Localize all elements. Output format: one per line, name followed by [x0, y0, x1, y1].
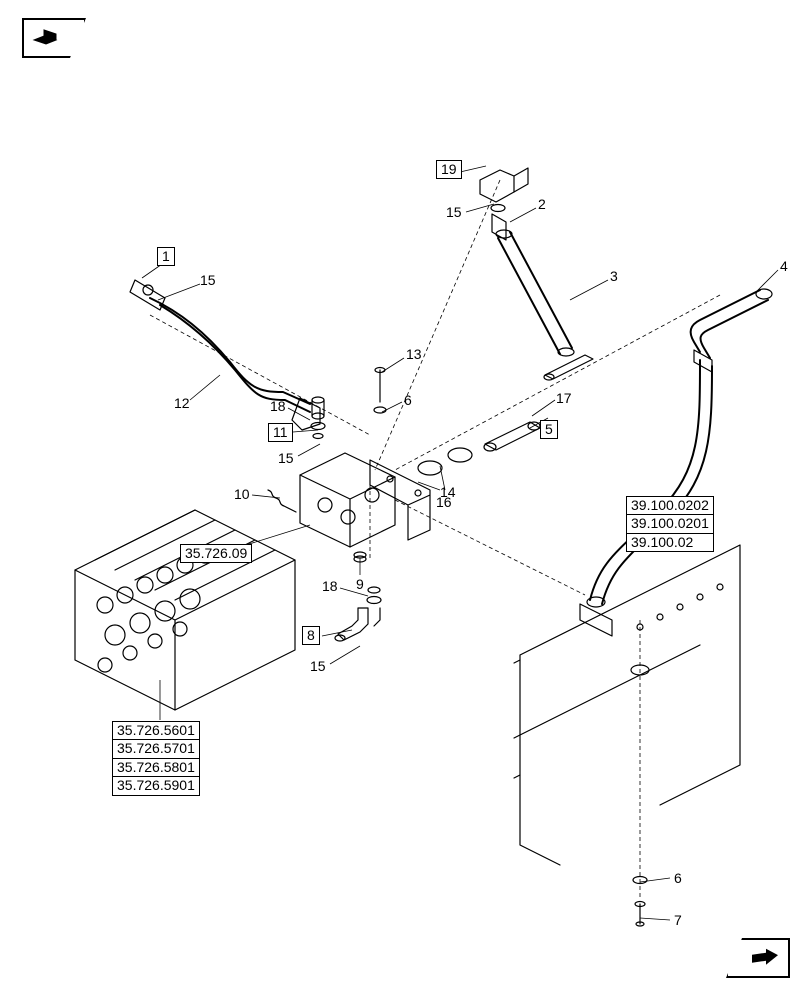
ref-item: 35.726.5601 — [112, 721, 200, 740]
ref-35-726-09: 35.726.09 — [180, 544, 252, 563]
callout-19: 19 — [436, 160, 462, 179]
callout-15: 15 — [310, 658, 326, 674]
corner-badge-bottom-right — [726, 938, 790, 978]
callout-8: 8 — [302, 626, 320, 645]
callout-9: 9 — [356, 576, 364, 592]
callout-6: 6 — [404, 392, 412, 408]
ref-stack-right: 39.100.0202 39.100.0201 39.100.02 — [626, 497, 714, 552]
callout-4: 4 — [780, 258, 788, 274]
callout-16: 16 — [436, 494, 452, 510]
callout-11: 11 — [268, 423, 293, 442]
callout-6: 6 — [674, 870, 682, 886]
callout-13: 13 — [406, 346, 422, 362]
ref-stack-left: 35.726.5601 35.726.5701 35.726.5801 35.7… — [112, 722, 200, 796]
callout-12: 12 — [174, 395, 190, 411]
ref-item: 35.726.5801 — [112, 758, 200, 777]
callout-17: 17 — [556, 390, 572, 406]
callout-15: 15 — [278, 450, 294, 466]
callout-3: 3 — [610, 268, 618, 284]
callout-2: 2 — [538, 196, 546, 212]
corner-badge-top-left — [22, 18, 86, 58]
ref-item: 39.100.0202 — [626, 496, 714, 515]
ref-item: 39.100.0201 — [626, 514, 714, 533]
callout-18: 18 — [322, 578, 338, 594]
ref-item: 39.100.02 — [626, 533, 714, 552]
callout-10: 10 — [234, 486, 250, 502]
book-icon — [32, 26, 58, 51]
ref-item: 35.726.5901 — [112, 776, 200, 795]
callout-18: 18 — [270, 398, 286, 414]
callout-1: 1 — [157, 247, 175, 266]
callout-15: 15 — [200, 272, 216, 288]
callout-15: 15 — [446, 204, 462, 220]
callout-5: 5 — [540, 420, 558, 439]
ref-item: 35.726.5701 — [112, 739, 200, 758]
callout-7: 7 — [674, 912, 682, 928]
arrow-icon — [750, 947, 780, 974]
